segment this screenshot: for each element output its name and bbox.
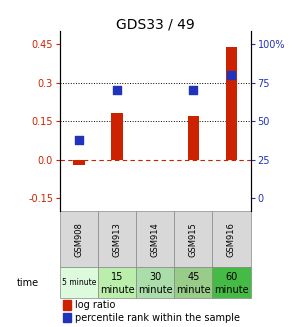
Point [229,72,234,77]
Bar [174,211,212,267]
Bar [226,46,237,160]
Bar [60,267,98,299]
Point [77,138,81,143]
Text: GSM908: GSM908 [75,222,84,257]
Text: GSM913: GSM913 [113,222,122,257]
Text: 30: 30 [149,272,161,282]
Bar [111,113,123,160]
Bar [98,211,136,267]
Bar [73,160,85,165]
Text: time: time [17,278,39,288]
Bar [212,211,251,267]
Text: 60: 60 [225,272,238,282]
Bar [136,211,174,267]
Text: GSM914: GSM914 [151,222,160,257]
Text: 15: 15 [111,272,123,282]
Text: minute: minute [138,285,173,295]
Bar [188,116,199,160]
Point [191,88,196,93]
Bar [174,267,212,299]
Text: 45: 45 [187,272,200,282]
Text: minute: minute [100,285,134,295]
Text: GSM915: GSM915 [189,222,198,257]
Bar [98,267,136,299]
Bar [60,211,98,267]
Bar [63,300,71,310]
Bar [63,313,71,322]
Text: log ratio: log ratio [74,300,115,310]
Point [115,88,120,93]
Text: percentile rank within the sample: percentile rank within the sample [74,313,240,323]
Text: 5 minute: 5 minute [62,278,96,287]
Text: GSM916: GSM916 [227,222,236,257]
Bar [212,267,251,299]
Text: minute: minute [176,285,211,295]
Bar [136,267,174,299]
Text: GDS33 / 49: GDS33 / 49 [116,18,195,32]
Text: minute: minute [214,285,249,295]
